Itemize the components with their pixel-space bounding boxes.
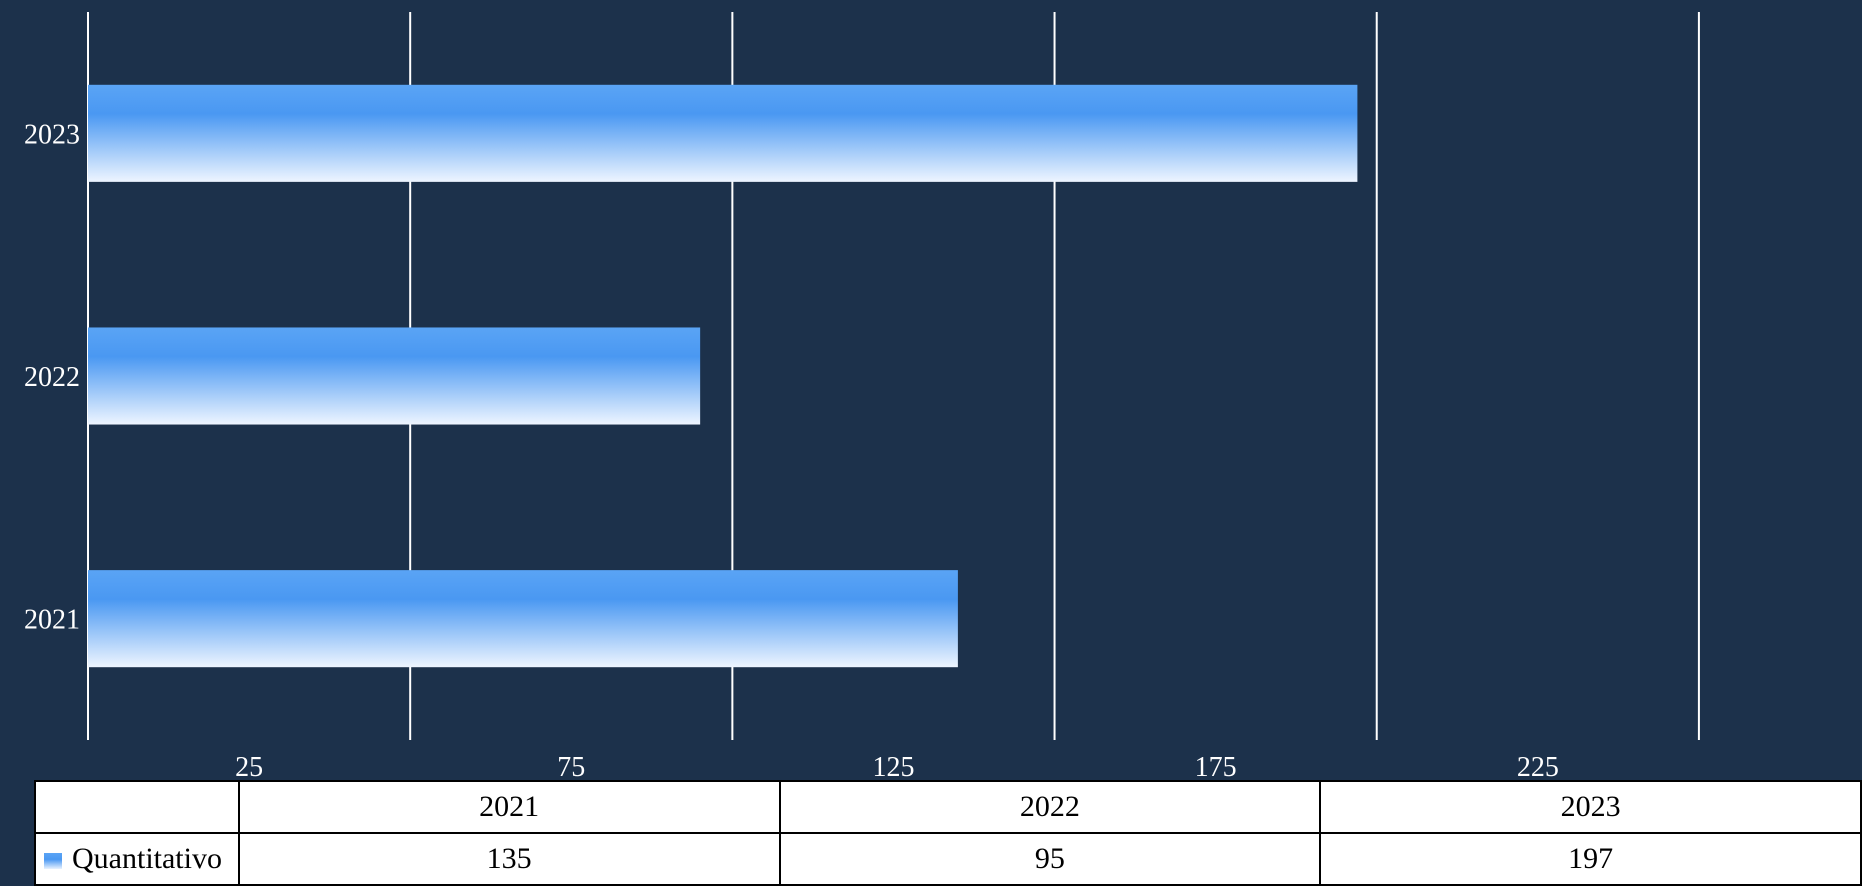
- x-axis-labels: 25 75 125 175 225: [235, 752, 1559, 780]
- data-table-value-2023: 197: [1319, 832, 1862, 886]
- data-table: 2021 2022 2023 Quantitativo 135 95 197: [34, 780, 1862, 886]
- x-tick-label: 225: [1517, 752, 1559, 780]
- data-table-value-2022: 95: [778, 832, 1322, 886]
- x-tick-label: 175: [1195, 752, 1237, 780]
- bar-chart: 2021 2022 2023 25 75 125 175 225: [24, 12, 1700, 780]
- x-tick-label: 75: [557, 752, 585, 780]
- data-table-header-2023: 2023: [1319, 780, 1862, 834]
- data-table-row: Quantitativo 135 95 197: [34, 832, 1862, 886]
- data-table-value-2021: 135: [237, 832, 781, 886]
- x-tick-label: 25: [235, 752, 263, 780]
- data-table-header-row: 2021 2022 2023: [34, 780, 1862, 834]
- data-table-header-2021: 2021: [237, 780, 781, 834]
- y-axis-labels: 2021 2022 2023: [24, 119, 80, 635]
- y-tick-label: 2023: [24, 119, 80, 150]
- data-table-series-cell: Quantitativo: [34, 832, 240, 886]
- x-tick-label: 125: [872, 752, 914, 780]
- bar-2021: [88, 570, 958, 668]
- data-table-header-2022: 2022: [778, 780, 1322, 834]
- y-tick-label: 2022: [24, 362, 80, 393]
- bar-2022: [88, 327, 701, 425]
- bars: [88, 84, 1358, 668]
- y-tick-label: 2021: [24, 605, 80, 636]
- bar-2023: [88, 84, 1358, 182]
- data-table-corner: [34, 780, 240, 834]
- legend-swatch-icon: [44, 853, 62, 870]
- series-name: Quantitativo: [72, 842, 222, 875]
